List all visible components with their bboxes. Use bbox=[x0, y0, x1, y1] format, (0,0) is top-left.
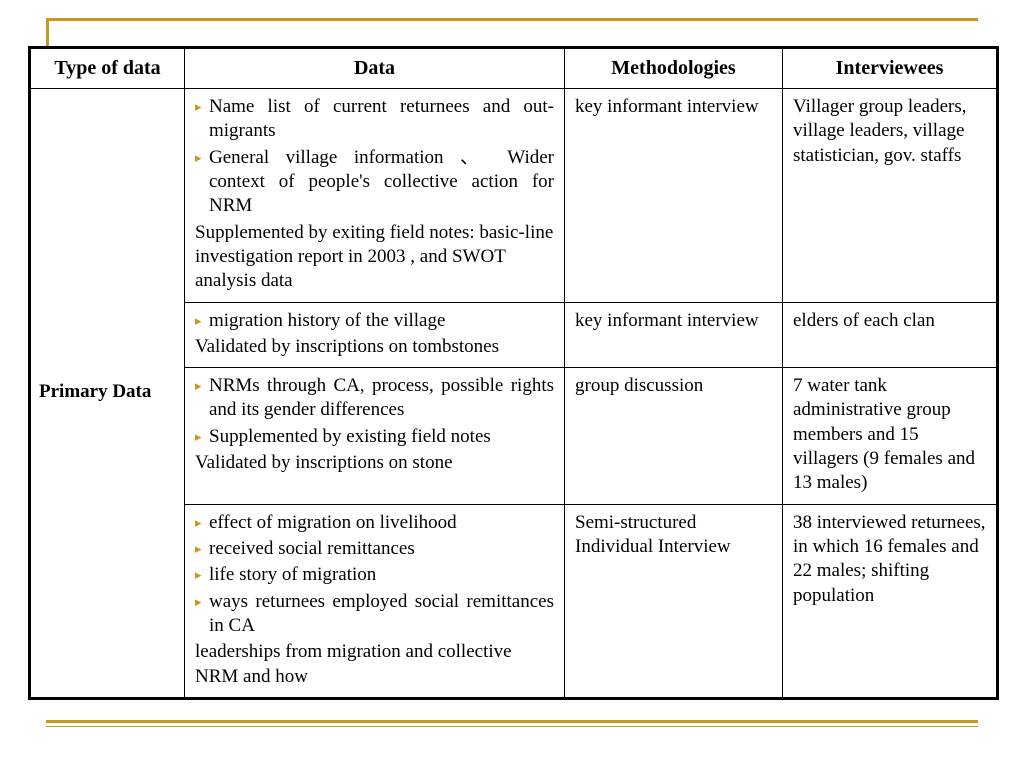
decorative-frame-bottom-thin bbox=[46, 726, 978, 727]
method-cell: Semi-structured Individual Interview bbox=[565, 504, 783, 698]
plain-text: leaderships from migration and collectiv… bbox=[195, 640, 554, 689]
bullet-item: NRMs through CA, process, possible right… bbox=[195, 374, 554, 423]
plain-text: Supplemented by exiting field notes: bas… bbox=[195, 221, 554, 294]
table-container: Type of data Data Methodologies Intervie… bbox=[28, 46, 996, 700]
bullet-item: effect of migration on livelihood bbox=[195, 511, 554, 535]
data-cell: migration history of the village Validat… bbox=[185, 302, 565, 368]
data-cell: effect of migration on livelihood receiv… bbox=[185, 504, 565, 698]
header-data: Data bbox=[185, 48, 565, 89]
method-cell: key informant interview bbox=[565, 89, 783, 303]
bullet-item: Name list of current returnees and out-m… bbox=[195, 95, 554, 144]
bullet-item: life story of migration bbox=[195, 563, 554, 587]
page: Type of data Data Methodologies Intervie… bbox=[0, 0, 1024, 768]
plain-text: Validated by inscriptions on tombstones bbox=[195, 335, 554, 359]
bullet-item: Supplemented by existing field notes bbox=[195, 425, 554, 449]
decorative-frame-bottom bbox=[46, 720, 978, 723]
header-method: Methodologies bbox=[565, 48, 783, 89]
bullet-item: migration history of the village bbox=[195, 309, 554, 333]
decorative-frame-top bbox=[46, 18, 978, 21]
method-cell: key informant interview bbox=[565, 302, 783, 368]
rowgroup-label: Primary Data bbox=[30, 89, 185, 699]
bullet-item: received social remittances bbox=[195, 537, 554, 561]
table-header-row: Type of data Data Methodologies Intervie… bbox=[30, 48, 998, 89]
header-interviewees: Interviewees bbox=[783, 48, 998, 89]
data-collection-table: Type of data Data Methodologies Intervie… bbox=[28, 46, 999, 700]
interviewees-cell: elders of each clan bbox=[783, 302, 998, 368]
interviewees-cell: 7 water tank administrative group member… bbox=[783, 368, 998, 505]
plain-text: Validated by inscriptions on stone bbox=[195, 451, 554, 475]
method-cell: group discussion bbox=[565, 368, 783, 505]
bullet-item: ways returnees employed social remittanc… bbox=[195, 590, 554, 639]
header-type: Type of data bbox=[30, 48, 185, 89]
data-cell: Name list of current returnees and out-m… bbox=[185, 89, 565, 303]
table-row: Primary Data Name list of current return… bbox=[30, 89, 998, 303]
interviewees-cell: 38 interviewed returnees, in which 16 fe… bbox=[783, 504, 998, 698]
interviewees-cell: Villager group leaders, village leaders,… bbox=[783, 89, 998, 303]
data-cell: NRMs through CA, process, possible right… bbox=[185, 368, 565, 505]
bullet-item: General village information 、 Wider cont… bbox=[195, 146, 554, 219]
